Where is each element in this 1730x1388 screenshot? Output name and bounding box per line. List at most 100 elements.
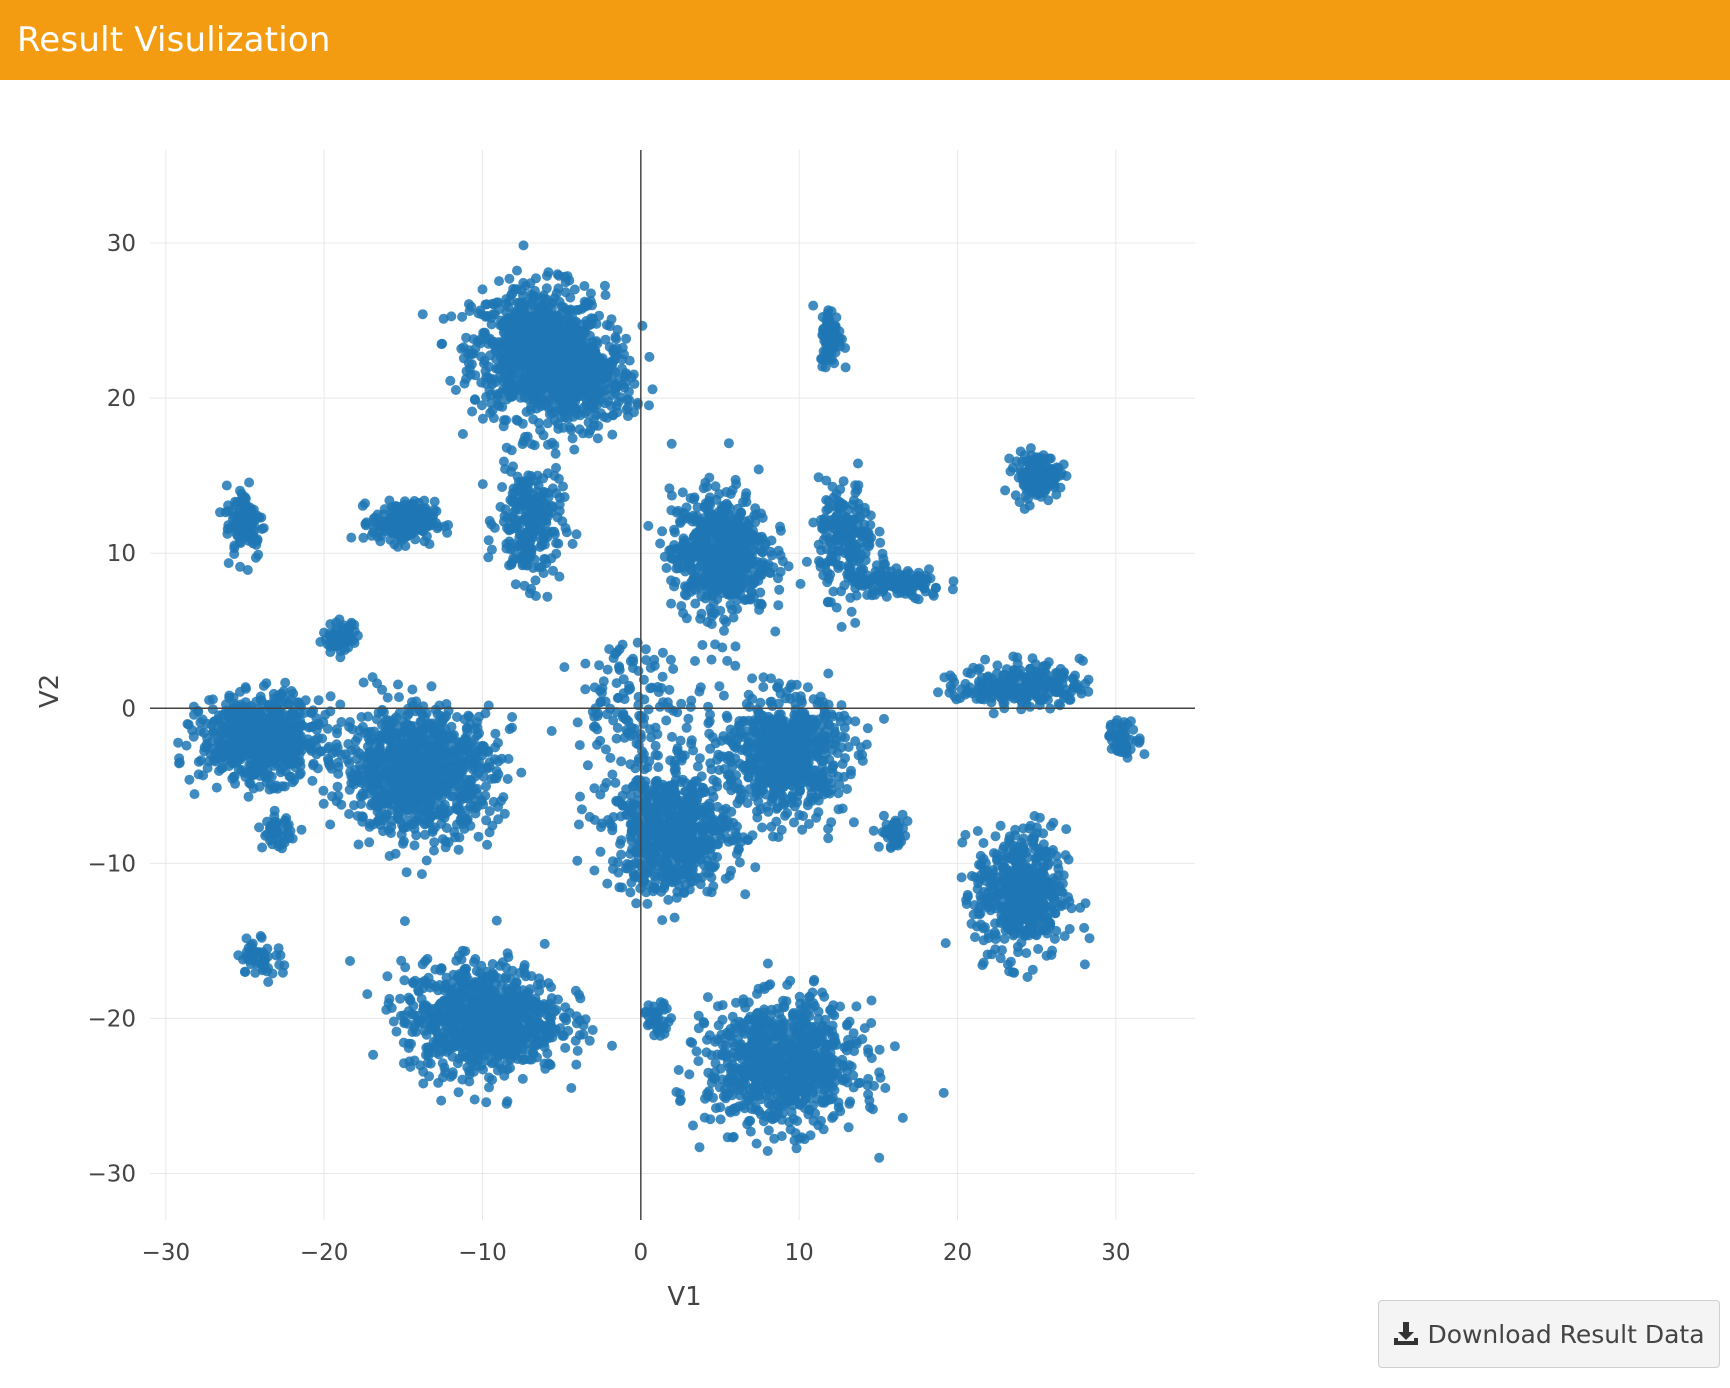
data-point [1019,504,1030,514]
data-point [731,479,742,490]
data-point [420,829,430,840]
data-point [343,634,354,645]
data-point [511,414,522,425]
data-point [543,492,554,503]
data-point [452,712,462,722]
data-point [718,533,728,543]
data-point [887,581,898,592]
data-point [666,490,677,501]
data-point [835,521,846,532]
data-point [1045,476,1056,487]
data-point [499,511,510,521]
data-point [507,712,518,722]
data-point [910,593,921,604]
data-point [408,700,419,711]
data-point [493,737,503,748]
data-point [866,574,877,585]
data-point [490,341,501,352]
data-point [838,476,849,487]
data-point [401,867,412,878]
data-point [515,392,526,403]
data-point [279,781,290,792]
data-point [775,521,785,532]
data-point [318,798,329,809]
data-point [220,507,231,518]
data-point [290,762,301,773]
data-point [676,601,687,611]
data-point [344,809,355,819]
data-point [473,831,484,842]
data-point [263,715,274,726]
data-point [1061,471,1072,481]
data-point [301,738,312,749]
data-point [254,822,265,833]
data-point [419,765,430,776]
data-point [209,716,220,727]
data-point [850,571,860,582]
data-point [713,550,724,561]
data-point [414,523,424,534]
data-point [705,523,716,534]
data-point [444,805,454,816]
data-point [576,364,587,375]
data-point [704,498,715,509]
data-point [691,528,701,538]
data-point [569,402,580,413]
data-point [326,638,337,649]
data-point [285,742,296,753]
data-point [522,485,533,496]
data-point [571,392,582,403]
data-point [860,555,871,566]
data-point [598,356,609,367]
data-point [504,296,515,307]
data-point [198,770,209,781]
data-point [486,313,497,324]
data-point [497,482,508,492]
data-point [461,332,472,343]
data-point [637,320,648,331]
data-point [853,458,863,469]
data-point [1010,490,1021,501]
data-point [500,464,511,474]
data-point [270,819,281,829]
data-point [417,309,428,320]
data-point [740,889,751,900]
data-point [462,786,473,797]
data-point [243,791,254,802]
data-point [753,464,764,475]
data-point [523,470,534,481]
data-point [725,599,736,610]
data-point [585,288,596,299]
scatter-plot[interactable]: −30 −20 −10 0 10 20 30 −30 −20 −10 0 10 20 30 V1 V2 [0,80,1730,1320]
data-point [813,472,824,483]
data-point [1055,482,1066,493]
data-point [818,570,829,581]
data-point [817,523,828,534]
data-point [550,359,560,370]
data-point [740,561,751,572]
data-point [668,554,679,565]
data-point [433,791,444,801]
data-point [204,756,214,767]
data-point [594,310,605,321]
data-point [484,515,495,526]
data-point [820,324,830,335]
data-point [526,289,537,300]
data-point [851,506,862,517]
data-point [569,444,580,455]
data-point [867,590,877,601]
data-point [506,389,517,400]
data-point [482,839,493,850]
data-point [680,581,690,592]
data-point [384,851,395,861]
data-point [467,406,478,417]
data-point [484,333,495,344]
data-point [221,480,232,491]
data-point [657,526,668,537]
data-point [571,529,582,540]
data-point [236,488,247,499]
data-point [571,378,582,388]
data-point [229,698,239,709]
data-point [565,292,576,303]
